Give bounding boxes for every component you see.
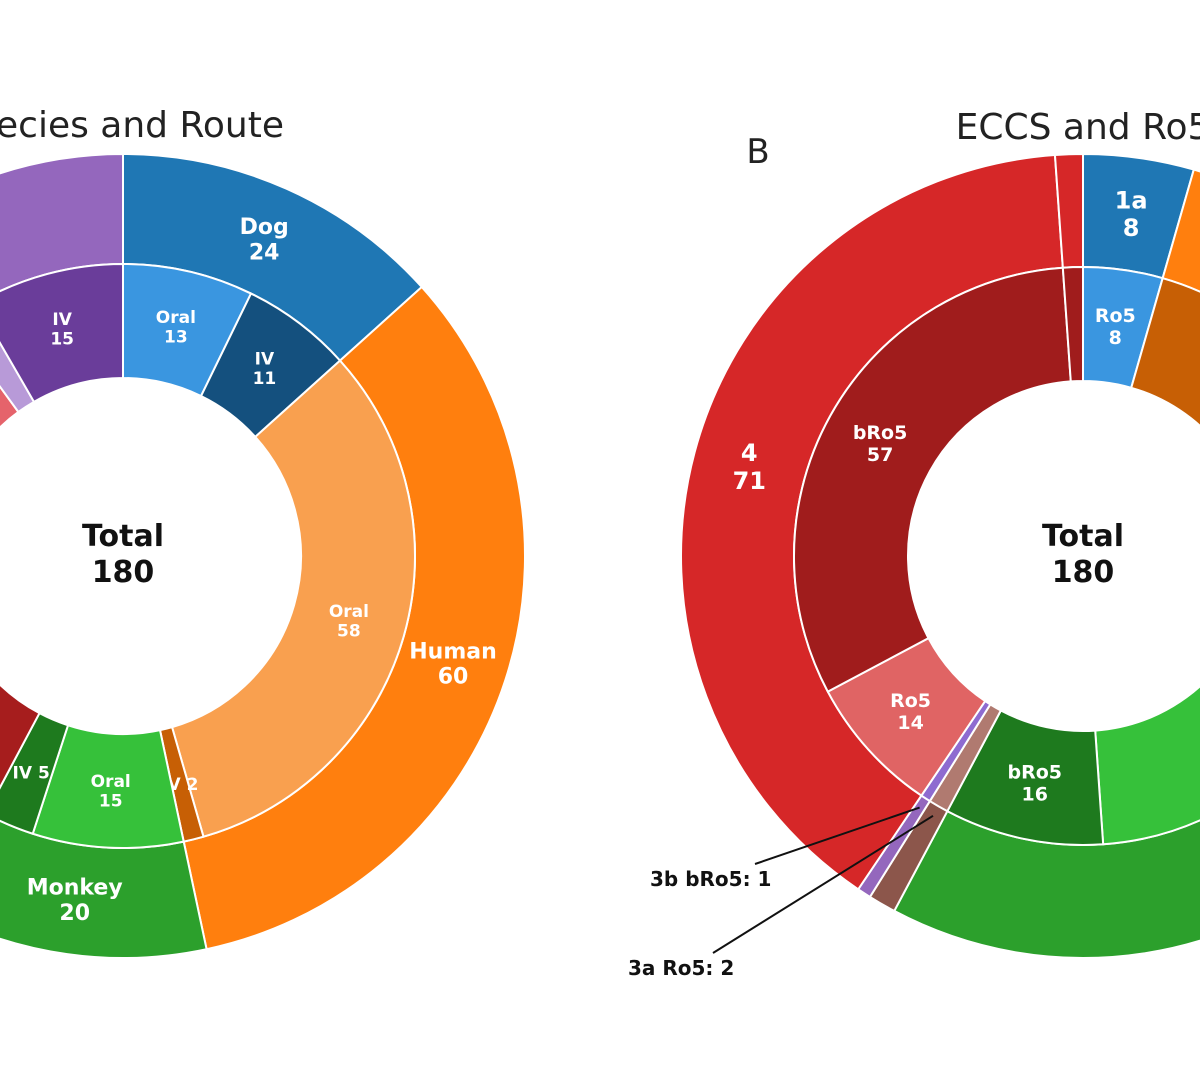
callout-label: 3b bRo5: 1	[650, 867, 771, 891]
outer-ring-label-1a: 1a	[1115, 186, 1148, 214]
outer-ring-label-dog: Dog	[240, 215, 289, 240]
outer-ring-label-monkey: 20	[59, 901, 90, 926]
inner-ring-label-bro5: bRo5	[853, 422, 908, 444]
inner-ring-segment-segment	[0, 385, 20, 429]
inner-ring-label-ro5: 14	[897, 712, 923, 734]
inner-ring-segment-bro5	[793, 266, 1072, 694]
callout-label: 3a Ro5: 2	[628, 956, 734, 980]
inner-ring-label-oral: Oral	[91, 772, 131, 792]
inner-ring-label-ro5: 8	[1109, 327, 1122, 349]
inner-ring-segment-iv	[0, 262, 124, 404]
inner-ring-label-oral: Oral	[156, 308, 196, 328]
inner-ring-label-iv: IV	[52, 310, 72, 330]
outer-ring-segment-segment	[0, 152, 124, 293]
outer-ring-label-1a: 8	[1123, 214, 1140, 242]
center-total-label: 180	[1052, 555, 1115, 590]
chart-title: ECCS and Ro5	[956, 107, 1200, 148]
center-total-label: Total	[1042, 519, 1124, 554]
outer-ring-label-dog: 24	[249, 240, 280, 265]
center-total-label: Total	[82, 519, 164, 554]
inner-ring-segment-segment	[0, 683, 41, 790]
outer-ring-label-4: 71	[733, 467, 766, 495]
inner-ring-label-oral: Oral	[329, 602, 369, 622]
inner-ring-label-bro5: bRo5	[1008, 762, 1063, 784]
outer-ring-label-human: Human	[409, 639, 497, 664]
inner-ring-label-oral: 58	[337, 621, 361, 641]
inner-ring-segment-bro5	[1130, 276, 1200, 428]
inner-ring-segment-oral	[170, 359, 416, 838]
callout-leader-line	[754, 806, 920, 865]
inner-ring-label-iv: IV 5	[13, 763, 50, 783]
inner-ring-label-bro5: 57	[867, 444, 893, 466]
outer-ring-label-4: 4	[741, 439, 758, 467]
callout-leader-line	[712, 814, 934, 954]
inner-ring-segment-segment	[1061, 265, 1084, 383]
inner-ring-label-ro5: Ro5	[890, 690, 931, 712]
inner-ring-label-iv: IV	[255, 349, 275, 369]
inner-ring-label-iv: 15	[50, 330, 74, 350]
inner-ring-label-oral: 13	[164, 328, 188, 348]
inner-ring-segment-segment	[1094, 684, 1200, 846]
chart-title: ecies and Route	[0, 105, 284, 146]
panel-letter: B	[746, 132, 769, 172]
donut-chart-eccs-ro5: 1a8471Ro58bbRo516Ro514bRo557Total180ECCS…	[628, 107, 1200, 980]
inner-ring-label-oral: 15	[99, 791, 123, 811]
inner-ring-label-ro5: Ro5	[1095, 305, 1136, 327]
outer-ring-label-human: 60	[438, 665, 469, 690]
inner-ring-label-iv: 11	[253, 369, 277, 389]
outer-ring-segment-segment	[892, 809, 1200, 959]
outer-ring-label-monkey: Monkey	[27, 876, 123, 901]
center-total-label: 180	[92, 555, 155, 590]
inner-ring-label-bro5: 16	[1022, 784, 1048, 806]
outer-ring-segment-segment	[1161, 168, 1200, 293]
